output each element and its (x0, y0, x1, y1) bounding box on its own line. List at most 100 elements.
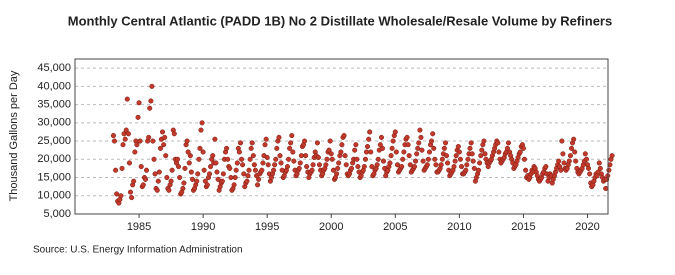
point (204, 182, 210, 188)
x-tick-label: 1995 (255, 221, 279, 233)
point (220, 171, 226, 177)
point (296, 165, 302, 171)
point (189, 176, 196, 182)
point (277, 153, 283, 159)
point (249, 140, 255, 146)
point (309, 167, 315, 173)
point (407, 162, 413, 168)
point (445, 160, 451, 166)
point (303, 153, 309, 159)
point (374, 162, 380, 168)
source-note: Source: U.S. Energy Information Administ… (33, 245, 243, 256)
point (271, 167, 277, 173)
point (341, 133, 347, 139)
point (297, 160, 303, 166)
point (387, 160, 393, 166)
point (469, 151, 475, 157)
point (119, 165, 125, 171)
point (284, 164, 290, 170)
point (583, 156, 590, 162)
point (134, 142, 140, 148)
y-tick-label: 30,000 (37, 117, 71, 129)
point (566, 158, 572, 164)
point (127, 189, 134, 195)
point (131, 178, 137, 184)
point (573, 158, 579, 164)
points (110, 83, 615, 206)
point (452, 158, 458, 164)
point (444, 153, 450, 159)
point (465, 156, 471, 162)
point (155, 178, 161, 184)
point (195, 171, 201, 177)
point (206, 171, 213, 177)
point (354, 156, 360, 162)
point (185, 149, 191, 155)
point (184, 138, 190, 144)
point (369, 164, 375, 170)
point (378, 134, 385, 140)
point (259, 167, 265, 173)
point (521, 156, 528, 162)
point (252, 167, 258, 173)
x-tick-label: 2020 (575, 221, 599, 233)
point (298, 153, 304, 159)
point (326, 147, 332, 153)
point (114, 191, 120, 197)
point (150, 138, 156, 144)
point (339, 142, 345, 148)
point (380, 158, 387, 164)
point (177, 174, 183, 181)
point (401, 149, 407, 155)
point (244, 178, 250, 184)
point (582, 151, 588, 157)
point (239, 156, 245, 162)
point (247, 156, 253, 162)
point (388, 153, 394, 159)
point (479, 147, 485, 153)
point (180, 185, 186, 192)
point (361, 164, 367, 170)
point (208, 164, 214, 170)
point (123, 127, 129, 133)
point (377, 142, 383, 148)
point (151, 156, 157, 162)
point (197, 145, 203, 151)
point (559, 138, 565, 144)
point (323, 162, 329, 168)
point (419, 147, 425, 153)
point (343, 162, 349, 168)
point (166, 187, 172, 193)
point (558, 167, 564, 173)
point (256, 176, 262, 182)
point (287, 145, 293, 151)
point (246, 167, 252, 173)
point (273, 156, 279, 162)
point (432, 156, 438, 162)
point (336, 160, 342, 166)
point (406, 153, 412, 159)
point (228, 174, 234, 181)
y-axis-label: Thousand Gallons per Day (8, 70, 20, 201)
point (467, 145, 473, 151)
point (174, 156, 181, 162)
point (156, 169, 162, 175)
point (505, 140, 511, 146)
point (585, 165, 592, 171)
point (451, 164, 457, 170)
point (126, 160, 133, 166)
y-tick-label: 10,000 (37, 190, 71, 202)
point (162, 134, 168, 140)
point (194, 178, 200, 184)
point (439, 156, 445, 162)
point (379, 145, 386, 151)
point (606, 167, 612, 173)
point (352, 147, 358, 153)
point (161, 142, 167, 148)
point (429, 138, 435, 144)
point (468, 140, 474, 146)
point (136, 100, 142, 106)
point (233, 167, 239, 173)
point (124, 96, 130, 102)
